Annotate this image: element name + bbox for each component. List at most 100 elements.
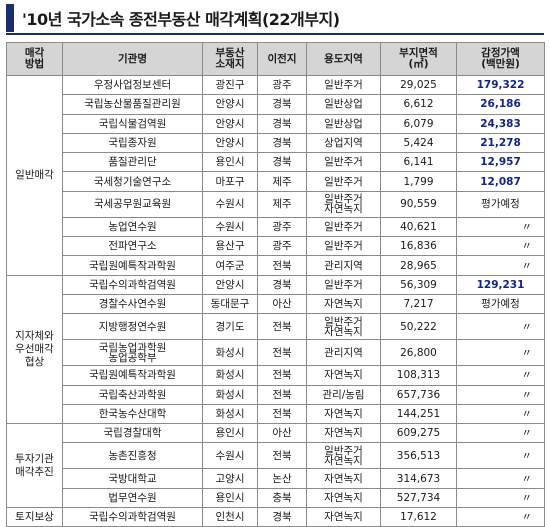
value-cell: 평가예정 xyxy=(456,190,545,218)
table-row: 국립축산과학원 화성시 전북 관리/농림 657,736 〃 xyxy=(7,384,545,405)
org-cell: 법무연수원 xyxy=(62,487,203,509)
header-area: 부지면적 (㎡) xyxy=(380,42,457,76)
location-cell: 고양시 xyxy=(202,468,258,489)
org-cell: 한국농수산대학 xyxy=(62,403,203,425)
value-cell: 179,322 xyxy=(456,74,545,96)
location-cell: 인천시 xyxy=(202,507,258,527)
location-cell: 화성시 xyxy=(202,403,258,425)
location-cell: 안양시 xyxy=(202,113,258,134)
org-cell: 농업연수원 xyxy=(62,216,203,238)
method-cell: 지자체와 우선매각 협상 xyxy=(6,274,63,425)
value-cell: 〃 xyxy=(456,507,545,527)
value-cell: 평가예정 xyxy=(456,293,545,315)
table-row: 국세공무원교육원 수원시 제주 일반주거 자연녹지 90,559 평가예정 xyxy=(7,190,545,218)
zone-cell: 일반주거 xyxy=(306,74,381,96)
value-cell: 26,186 xyxy=(456,94,545,115)
header-location: 부동산 소재지 xyxy=(202,42,258,76)
destination-cell: 경북 xyxy=(257,274,307,295)
location-cell: 안양시 xyxy=(202,94,258,115)
zone-cell: 자연녹지 xyxy=(306,365,381,386)
destination-cell: 제주 xyxy=(257,171,307,192)
header-org: 기관명 xyxy=(62,42,203,76)
zone-cell: 일반상업 xyxy=(306,94,381,115)
area-cell: 16,836 xyxy=(380,236,457,257)
table-row: 투자기관 매각추진 국립경찰대학 용인시 아산 자연녹지 609,275 〃 xyxy=(6,423,545,509)
destination-cell: 경북 xyxy=(257,152,307,173)
destination-cell: 경북 xyxy=(257,113,307,134)
area-cell: 5,424 xyxy=(380,132,457,154)
location-cell: 용인시 xyxy=(202,423,258,444)
area-cell: 6,079 xyxy=(380,113,457,134)
value-cell: 129,231 xyxy=(456,274,545,295)
zone-cell: 일반주거 xyxy=(306,236,381,257)
org-cell: 전파연구소 xyxy=(62,236,203,257)
zone-cell: 자연녹지 xyxy=(306,423,381,444)
destination-cell: 전북 xyxy=(257,442,307,470)
value-cell: 〃 xyxy=(456,313,545,341)
location-cell: 안양시 xyxy=(202,132,258,154)
table-row: 국방대학교 고양시 논산 자연녹지 314,673 〃 xyxy=(7,468,545,489)
destination-cell: 논산 xyxy=(257,468,307,489)
location-cell: 용인시 xyxy=(202,152,258,173)
zone-cell: 자연녹지 xyxy=(306,507,381,527)
zone-cell: 일반주거 xyxy=(306,171,381,192)
zone-cell: 일반주거 자연녹지 xyxy=(306,313,381,341)
table-row: 품질관리단 용인시 경북 일반주거 6,141 12,957 xyxy=(7,152,545,173)
area-cell: 40,621 xyxy=(380,216,457,238)
value-cell: 24,383 xyxy=(456,113,545,134)
area-cell: 144,251 xyxy=(380,403,457,425)
org-cell: 국립종자원 xyxy=(62,132,203,154)
location-cell: 여주군 xyxy=(202,255,258,276)
destination-cell: 광주 xyxy=(257,74,307,96)
table-row: 토지보상 국립수의과학검역원 인천시 경북 자연녹지 17,612 〃 xyxy=(6,507,545,527)
destination-cell: 전북 xyxy=(257,403,307,425)
area-cell: 28,965 xyxy=(380,255,457,276)
destination-cell: 아산 xyxy=(257,423,307,444)
location-cell: 광진구 xyxy=(202,74,258,96)
table-row: 국립식물검역원 안양시 경북 일반상업 6,079 24,383 xyxy=(7,113,545,134)
table-row: 법무연수원 용인시 충북 자연녹지 527,734 〃 xyxy=(7,487,545,509)
zone-cell: 상업지역 xyxy=(306,132,381,154)
org-cell: 국립농업과학원 농업공학부 xyxy=(62,339,203,367)
header-destination: 이전지 xyxy=(257,42,307,76)
location-cell: 수원시 xyxy=(202,190,258,218)
table-row: 농업연수원 수원시 광주 일반주거 40,621 〃 xyxy=(7,216,545,238)
location-cell: 동대문구 xyxy=(202,293,258,315)
value-cell: 〃 xyxy=(456,236,545,257)
area-cell: 6,612 xyxy=(380,94,457,115)
zone-cell: 자연녹지 xyxy=(306,487,381,509)
method-cell: 토지보상 xyxy=(6,507,63,527)
org-cell: 지방행정연수원 xyxy=(62,313,203,341)
zone-cell: 자연녹지 xyxy=(306,468,381,489)
table-header-row: 매각 방법 기관명 부동산 소재지 이전지 용도지역 부지면적 (㎡) 감정가액… xyxy=(6,42,545,76)
area-cell: 1,799 xyxy=(380,171,457,192)
area-cell: 56,309 xyxy=(380,274,457,295)
table-row: 국립농산물품질관리원 안양시 경북 일반상업 6,612 26,186 xyxy=(7,94,545,115)
table-row: 지자체와 우선매각 협상 국립수의과학검역원 안양시 경북 일반주거 56,309 129,23… xyxy=(6,274,545,425)
table-row: 국립농업과학원 농업공학부 화성시 전북 관리지역 26,800 〃 xyxy=(7,339,545,367)
destination-cell: 전북 xyxy=(257,384,307,405)
zone-cell: 관리지역 xyxy=(306,255,381,276)
zone-cell: 자연녹지 xyxy=(306,293,381,315)
value-cell: 〃 xyxy=(456,487,545,509)
zone-cell: 일반주거 xyxy=(306,274,381,295)
value-cell: 〃 xyxy=(456,403,545,425)
zone-cell: 일반주거 자연녹지 xyxy=(306,190,381,218)
zone-cell: 관리지역 xyxy=(306,339,381,367)
org-cell: 국립원예특작과학원 xyxy=(62,255,203,276)
table-row: 경찰수사연수원 동대문구 아산 자연녹지 7,217 평가예정 xyxy=(7,293,545,315)
value-cell: 21,278 xyxy=(456,132,545,154)
zone-cell: 일반상업 xyxy=(306,113,381,134)
org-cell: 국방대학교 xyxy=(62,468,203,489)
area-cell: 29,025 xyxy=(380,74,457,96)
table-row: 지방행정연수원 경기도 전북 일반주거 자연녹지 50,222 〃 xyxy=(7,313,545,341)
destination-cell: 전북 xyxy=(257,255,307,276)
area-cell: 26,800 xyxy=(380,339,457,367)
zone-cell: 일반주거 xyxy=(306,152,381,173)
location-cell: 용인시 xyxy=(202,487,258,509)
org-cell: 농촌진흥청 xyxy=(62,442,203,470)
destination-cell: 제주 xyxy=(257,190,307,218)
area-cell: 90,559 xyxy=(380,190,457,218)
area-cell: 527,734 xyxy=(380,487,457,509)
destination-cell: 광주 xyxy=(257,236,307,257)
